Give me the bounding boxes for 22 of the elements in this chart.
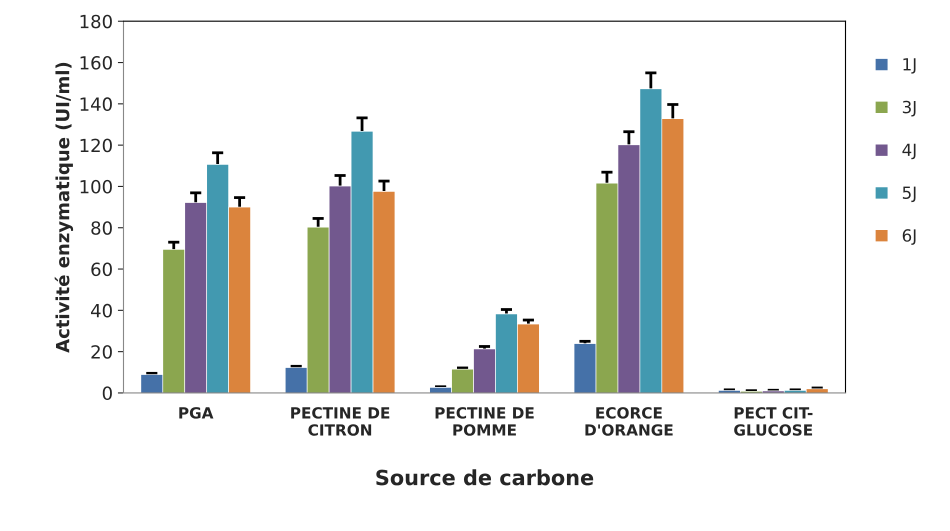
y-tick-label: 0 <box>102 386 112 400</box>
x-axis-title: Source de carbone <box>376 469 594 486</box>
y-tick-label: 120 <box>80 138 112 152</box>
y-axis-title: Activité enzymatique (UI/ml) <box>54 62 74 353</box>
y-tick-label: 40 <box>90 304 112 318</box>
legend-label: 5J <box>902 186 916 202</box>
x-tick-label: PECT CIT- GLUCOSE <box>734 407 812 436</box>
y-tick-label: 140 <box>80 97 112 111</box>
y-tick-label: 100 <box>80 180 112 194</box>
y-tick-label: 180 <box>80 14 112 28</box>
y-tick-label: 20 <box>91 345 112 359</box>
legend-label: 6J <box>902 229 916 245</box>
x-tick-label: PGA <box>179 407 214 419</box>
x-tick-label: ECORCE D'ORANGE <box>585 407 673 436</box>
legend-label: 4J <box>902 144 916 160</box>
legend-label: 3J <box>902 100 916 116</box>
x-tick-label: PECTINE DE POMME <box>436 407 534 436</box>
y-tick-label: 80 <box>91 221 112 235</box>
y-tick-label: 60 <box>91 262 112 276</box>
legend-label: 1J <box>903 58 916 74</box>
y-tick-label: 160 <box>80 56 112 70</box>
x-tick-label: PECTINE DE CITRON <box>291 407 390 436</box>
